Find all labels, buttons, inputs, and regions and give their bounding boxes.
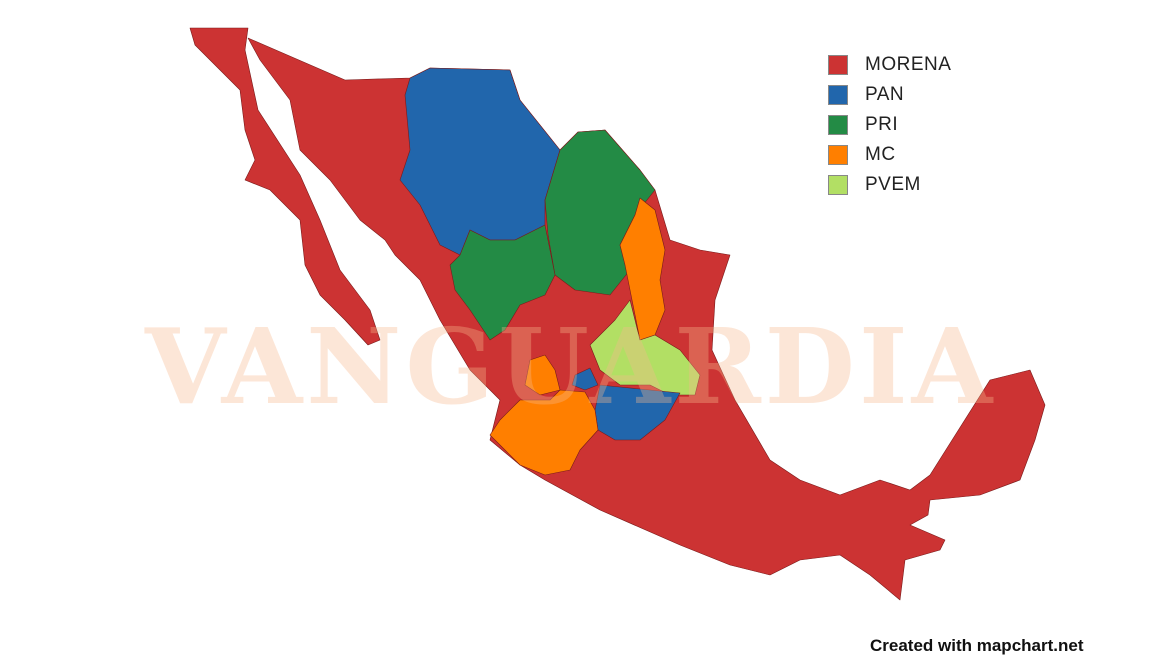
legend-label: MC <box>865 144 896 165</box>
legend-item-pan: PAN <box>828 80 951 110</box>
region-pan-aguascalientes[interactable] <box>571 367 599 391</box>
legend-label: MORENA <box>865 54 952 75</box>
legend-label: PRI <box>865 114 899 135</box>
legend-label: PVEM <box>865 174 921 195</box>
legend: MORENA PAN PRI MC PVEM <box>828 50 951 200</box>
legend-item-pvem: PVEM <box>828 170 951 200</box>
legend-label: PAN <box>865 84 905 105</box>
legend-item-mc: MC <box>828 140 951 170</box>
legend-swatch <box>828 55 848 75</box>
legend-item-pri: PRI <box>828 110 951 140</box>
legend-swatch <box>828 85 848 105</box>
region-mc-north-jalisco[interactable] <box>524 354 561 396</box>
legend-swatch <box>828 145 848 165</box>
legend-swatch <box>828 175 848 195</box>
region-mc-jalisco[interactable] <box>489 389 599 476</box>
credit-text: Created with mapchart.net <box>870 636 1084 655</box>
legend-swatch <box>828 115 848 135</box>
region-pri-durango[interactable] <box>449 224 556 341</box>
legend-item-morena: MORENA <box>828 50 951 80</box>
region-morena-baja[interactable] <box>189 27 381 346</box>
